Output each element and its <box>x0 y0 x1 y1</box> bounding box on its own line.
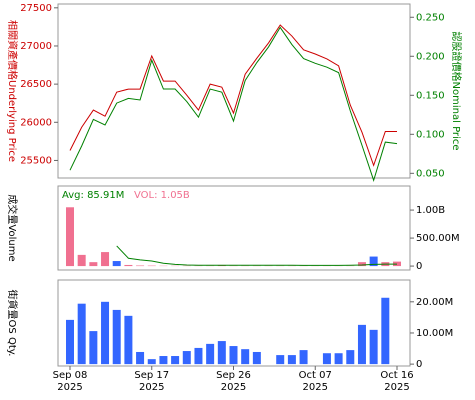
bar <box>77 303 86 365</box>
bar <box>369 329 378 365</box>
y-tick-label: 0 <box>416 261 422 272</box>
avg-label: Avg: 85.91M <box>62 190 124 201</box>
y-tick-label: 26000 <box>20 117 52 128</box>
x-tick-label: Sep 08 2025 <box>52 370 88 393</box>
y-tick-label: 26500 <box>20 79 52 90</box>
bar <box>147 359 156 365</box>
line <box>69 26 398 182</box>
y-tick-label: 1.00B <box>416 205 445 216</box>
bar <box>77 254 86 267</box>
panel-frame <box>57 3 411 179</box>
x-tick-label: Oct 16 2025 <box>380 370 414 393</box>
x-tick-label: Sep 26 2025 <box>216 370 251 393</box>
bar <box>112 261 121 267</box>
bar <box>252 351 261 365</box>
bar <box>357 262 366 267</box>
bar <box>194 347 203 365</box>
bar <box>136 351 145 365</box>
bar <box>217 341 226 365</box>
y-tick-label: 0 <box>416 359 422 370</box>
bar <box>381 297 390 365</box>
bar <box>241 349 250 365</box>
bar <box>112 309 121 365</box>
y2-tick-label: 0.250 <box>416 12 445 23</box>
y2-tick-label: 0.200 <box>416 51 445 62</box>
y-tick-label: 500.00M <box>416 233 460 244</box>
bar <box>346 350 355 365</box>
y-tick-label: 27000 <box>20 41 52 52</box>
bar <box>229 346 238 365</box>
y-tick-label: 27500 <box>20 3 52 14</box>
bar <box>334 353 343 365</box>
bar <box>101 301 110 365</box>
line <box>116 245 397 266</box>
y2-tick-label: 0.050 <box>416 168 445 179</box>
bar <box>276 355 285 365</box>
bar <box>369 256 378 267</box>
y2-tick-label: 0.100 <box>416 129 445 140</box>
y-axis-label: 成交量Volume <box>6 194 19 261</box>
bar <box>171 356 180 365</box>
y2-tick-label: 0.150 <box>416 90 445 101</box>
bar <box>182 351 191 365</box>
y-tick-label: 10.00M <box>416 328 453 339</box>
bar <box>66 207 74 267</box>
y-axis-label: 相關資產價格Underlying Price <box>6 20 19 162</box>
bar <box>357 324 366 365</box>
bar <box>217 265 226 267</box>
bar <box>124 264 133 267</box>
y-tick-label: 25500 <box>20 155 52 166</box>
bar <box>136 265 145 267</box>
x-tick-label: Oct 07 2025 <box>298 370 332 393</box>
line <box>69 24 397 167</box>
bar <box>206 343 215 365</box>
bar <box>101 252 110 267</box>
bar <box>287 355 296 365</box>
vol-label: VOL: 1.05B <box>134 190 190 201</box>
bar <box>89 262 98 267</box>
bar <box>322 353 331 365</box>
y-axis-label: 街貨量OS Qty. <box>6 290 19 357</box>
bar <box>124 315 133 365</box>
bar <box>159 356 168 365</box>
bar <box>66 319 74 365</box>
bar <box>299 350 308 365</box>
y-tick-label: 20.00M <box>416 297 453 308</box>
y2-axis-label: 認股證價格Nominal Price <box>450 32 463 151</box>
bar <box>89 331 98 365</box>
x-tick-label: Sep 17 2025 <box>134 370 170 393</box>
panel-frame <box>57 185 411 271</box>
